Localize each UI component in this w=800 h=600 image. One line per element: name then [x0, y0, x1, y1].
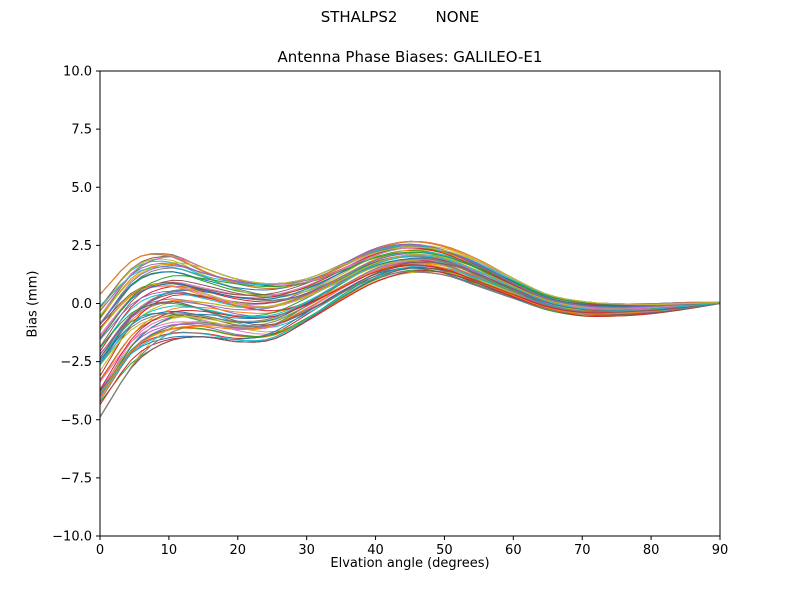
y-tick-label: −7.5: [60, 471, 92, 486]
x-tick-label: 90: [712, 543, 729, 558]
x-tick-label: 10: [161, 543, 178, 558]
ensemble-line: [99, 261, 721, 397]
y-tick-label: 5.0: [71, 181, 92, 196]
x-tick-label: 50: [436, 543, 453, 558]
y-tick-label: 10.0: [63, 65, 92, 80]
axes-title: Antenna Phase Biases: GALILEO-E1: [277, 48, 543, 66]
ensemble-line: [99, 264, 721, 390]
y-tick-label: −10.0: [52, 530, 92, 545]
y-tick-label: −5.0: [60, 413, 92, 428]
y-axis-label: Bias (mm): [25, 270, 41, 338]
ensemble-lines: [99, 240, 721, 418]
ensemble-line: [99, 240, 721, 308]
x-tick-label: 0: [96, 543, 104, 558]
ensemble-line: [99, 262, 721, 394]
ensemble-line: [99, 255, 721, 366]
ensemble-line: [99, 270, 721, 418]
ensemble-line: [99, 246, 721, 316]
y-tick-label: −2.5: [60, 355, 92, 370]
figure-suptitle: STHALPS2 NONE: [320, 8, 480, 26]
x-axis: 0 10 20 30 40 50 60 70 80 90: [96, 536, 728, 558]
x-tick-label: 80: [643, 543, 660, 558]
x-tick-label: 60: [505, 543, 522, 558]
ensemble-line: [99, 264, 721, 398]
x-tick-label: 40: [367, 543, 384, 558]
x-tick-label: 70: [574, 543, 591, 558]
ensemble-line: [99, 243, 721, 325]
x-tick-label: 30: [298, 543, 315, 558]
x-tick-label: 20: [230, 543, 247, 558]
y-tick-label: 0.0: [71, 297, 92, 312]
y-tick-label: 2.5: [71, 239, 92, 254]
ensemble-line: [99, 259, 721, 402]
x-axis-label: Elvation angle (degrees): [330, 556, 490, 571]
y-tick-label: 7.5: [71, 123, 92, 138]
ensemble-line: [99, 256, 721, 363]
y-axis: −10.0 −7.5 −5.0 −2.5 0.0 2.5 5.0 7.5 10.0: [52, 65, 100, 545]
ensemble-line: [99, 270, 721, 418]
ensemble-line: [99, 267, 721, 418]
